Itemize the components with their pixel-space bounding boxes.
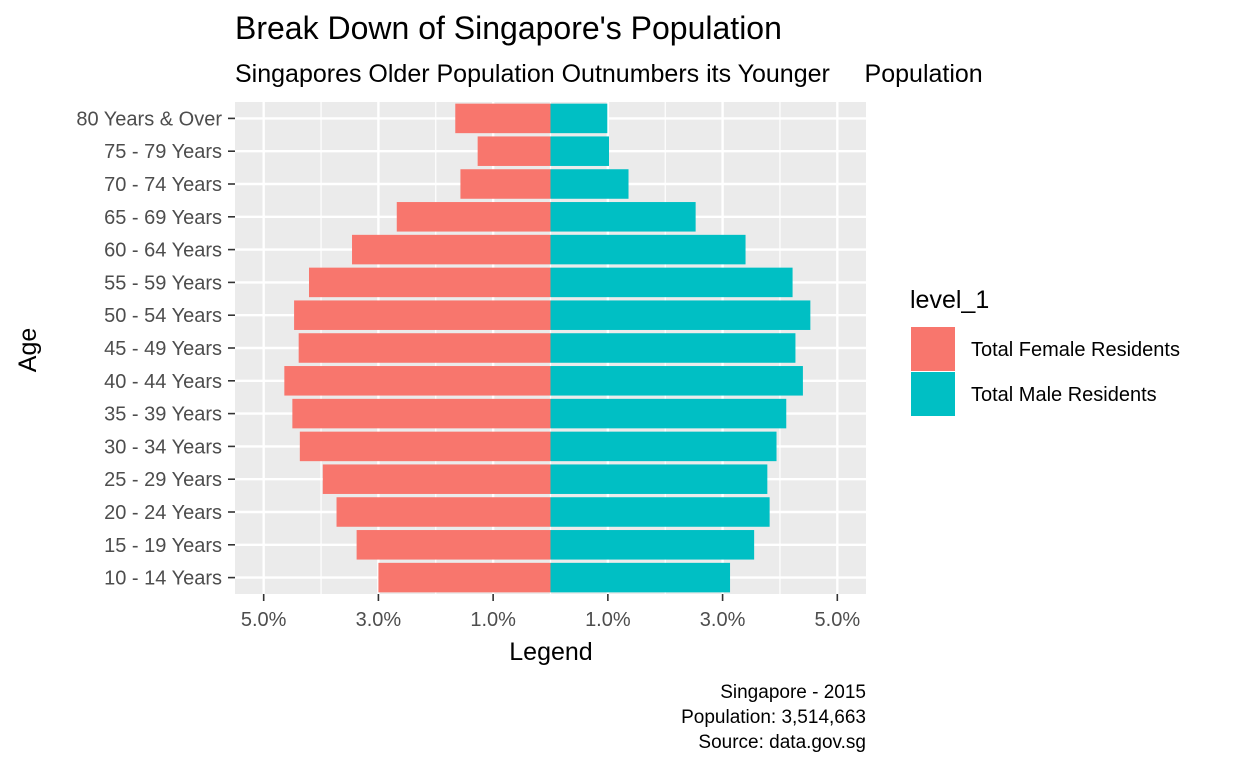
bar-female-4 <box>299 431 551 462</box>
x-axis: 5.0% 3.0% 1.0% 1.0% 3.0% 5.0% <box>241 594 860 631</box>
bar-female-12 <box>460 169 551 199</box>
y-tick-label: 50 - 54 Years <box>104 305 222 327</box>
bar-male-5 <box>550 398 787 429</box>
y-tick-label: 25 - 29 Years <box>104 469 222 491</box>
bar-male-9 <box>550 267 793 298</box>
y-tick-label: 70 - 74 Years <box>104 174 222 196</box>
legend-title: level_1 <box>910 286 989 314</box>
y-tick-label: 60 - 64 Years <box>104 240 222 262</box>
bar-female-5 <box>292 398 551 429</box>
legend: level_1 Total Female Residents Total Mal… <box>910 286 1180 416</box>
bar-male-10 <box>550 234 746 265</box>
x-tick-label: 1.0% <box>470 609 516 631</box>
bar-male-13 <box>550 136 610 166</box>
y-tick-label: 75 - 79 Years <box>104 141 222 163</box>
bar-male-4 <box>550 431 777 462</box>
bar-male-6 <box>550 366 803 396</box>
bar-female-8 <box>294 300 551 330</box>
y-tick-label: 35 - 39 Years <box>104 404 222 426</box>
bar-female-1 <box>356 530 551 560</box>
bar-male-14 <box>550 103 608 134</box>
y-tick-label: 20 - 24 Years <box>104 502 222 524</box>
y-tick-label: 65 - 69 Years <box>104 207 222 229</box>
caption-line-source: Source: data.gov.sg <box>698 732 866 753</box>
x-tick-label: 1.0% <box>585 609 631 631</box>
x-axis-title: Legend <box>509 638 592 666</box>
bars <box>284 103 811 593</box>
x-tick-label: 5.0% <box>241 609 287 631</box>
y-tick-label: 30 - 34 Years <box>104 436 222 458</box>
bar-female-13 <box>477 136 551 166</box>
bar-male-1 <box>550 530 755 560</box>
legend-key-female <box>911 327 955 371</box>
caption: Singapore - 2015 Population: 3,514,663 S… <box>681 682 866 753</box>
bar-female-3 <box>322 464 551 494</box>
bar-female-0 <box>378 562 551 593</box>
bar-female-9 <box>308 267 551 298</box>
bar-male-11 <box>550 202 696 232</box>
bar-male-2 <box>550 497 770 527</box>
x-tick-label: 5.0% <box>815 609 861 631</box>
caption-line-population: Population: 3,514,663 <box>681 707 866 728</box>
bar-male-0 <box>550 562 731 593</box>
y-tick-label: 55 - 59 Years <box>104 272 222 294</box>
bar-male-12 <box>550 169 629 199</box>
y-axis: 10 - 14 Years 15 - 19 Years 20 - 24 Years 2… <box>76 108 235 590</box>
x-tick-label: 3.0% <box>356 609 402 631</box>
legend-key-male <box>911 372 955 416</box>
y-tick-label: 15 - 19 Years <box>104 535 222 557</box>
caption-line-location-year: Singapore - 2015 <box>720 682 866 703</box>
legend-label-male: Total Male Residents <box>971 384 1157 406</box>
bar-female-7 <box>298 333 551 363</box>
y-tick-label: 45 - 49 Years <box>104 338 222 360</box>
y-tick-label: 40 - 44 Years <box>104 371 222 393</box>
chart-subtitle: Singapores Older Population Outnumbers i… <box>235 60 983 88</box>
y-axis-title: Age <box>14 328 42 372</box>
bar-male-8 <box>550 300 811 330</box>
chart-title: Break Down of Singapore's Population <box>235 10 782 46</box>
x-tick-label: 3.0% <box>700 609 746 631</box>
bar-male-7 <box>550 333 796 363</box>
bar-female-6 <box>284 366 551 396</box>
y-tick-label: 80 Years & Over <box>76 108 222 130</box>
bar-female-14 <box>455 103 551 134</box>
bar-male-3 <box>550 464 768 494</box>
bar-female-2 <box>336 497 551 527</box>
legend-label-female: Total Female Residents <box>971 339 1180 361</box>
bar-female-10 <box>352 234 551 265</box>
y-tick-label: 10 - 14 Years <box>104 568 222 590</box>
bar-female-11 <box>396 202 551 232</box>
